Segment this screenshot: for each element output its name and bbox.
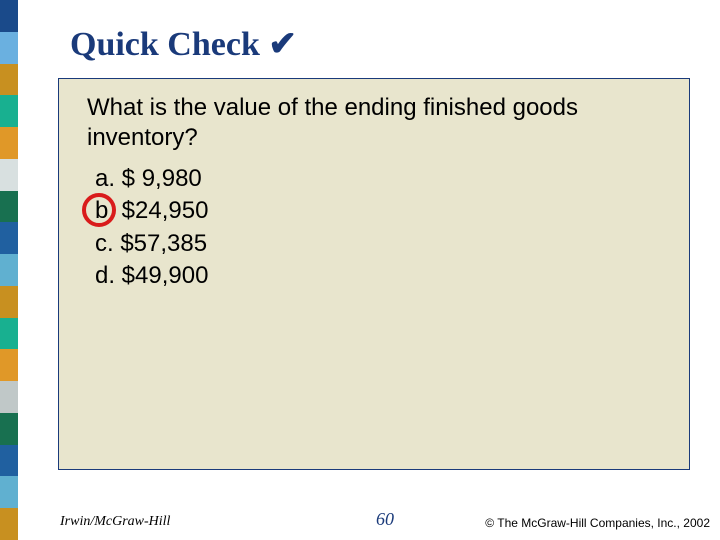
sidebar-block xyxy=(0,95,18,127)
answer-option: b. $24,950 xyxy=(87,195,669,227)
sidebar-block xyxy=(0,286,18,318)
question-text: What is the value of the ending finished… xyxy=(87,93,669,153)
slide-content: Quick Check ✔ What is the value of the e… xyxy=(18,0,720,540)
sidebar-block xyxy=(0,413,18,445)
sidebar-block xyxy=(0,318,18,350)
sidebar-block xyxy=(0,254,18,286)
sidebar-block xyxy=(0,381,18,413)
sidebar-block xyxy=(0,476,18,508)
sidebar-block xyxy=(0,64,18,96)
sidebar-block xyxy=(0,222,18,254)
footer: Irwin/McGraw-Hill 60 © The McGraw-Hill C… xyxy=(60,510,710,530)
sidebar-block xyxy=(0,349,18,381)
sidebar-block xyxy=(0,159,18,191)
decorative-sidebar xyxy=(0,0,18,540)
check-icon: ✔ xyxy=(268,26,297,63)
page-number: 60 xyxy=(376,509,394,530)
sidebar-block xyxy=(0,32,18,64)
question-box: What is the value of the ending finished… xyxy=(58,78,690,470)
slide-title: Quick Check ✔ xyxy=(70,24,297,64)
answer-option: d. $49,900 xyxy=(87,260,669,292)
footer-copyright: © The McGraw-Hill Companies, Inc., 2002 xyxy=(485,516,710,530)
options-container: a. $ 9,980b. $24,950c. $57,385d. $49,900 xyxy=(87,163,669,293)
sidebar-block xyxy=(0,445,18,477)
answer-option: c. $57,385 xyxy=(87,228,669,260)
sidebar-block xyxy=(0,0,18,32)
sidebar-block xyxy=(0,127,18,159)
sidebar-block xyxy=(0,508,18,540)
answer-option: a. $ 9,980 xyxy=(87,163,669,195)
title-text: Quick Check xyxy=(70,26,260,63)
footer-publisher: Irwin/McGraw-Hill xyxy=(60,514,170,530)
sidebar-block xyxy=(0,191,18,223)
